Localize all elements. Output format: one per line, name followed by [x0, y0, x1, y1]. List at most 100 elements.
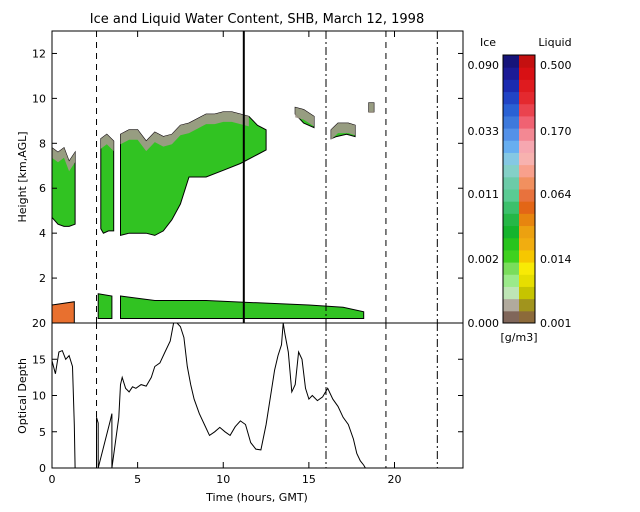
colorbar-ice-label: 0.011 — [468, 188, 500, 201]
colorbar-labels: 0.090 0.033 0.011 0.002 0.000 0.500 0.170 0.064… — [468, 59, 572, 330]
colorbar-liquid-cell — [519, 140, 535, 153]
colorbar-ice-cell — [503, 249, 519, 263]
x-tick-label: 20 — [388, 473, 402, 486]
colorbar-frame — [502, 54, 536, 324]
cloud-field-group — [51, 102, 375, 324]
ice-cloud-top — [295, 107, 314, 127]
x-tick-label: 5 — [134, 473, 141, 486]
ice-cloud-top — [331, 123, 356, 140]
colorbar-ice-scale — [503, 55, 519, 324]
colorbar-ice-cell — [503, 213, 519, 227]
colorbar-ice-label: 0.090 — [468, 59, 500, 72]
colorbar-ice-cell — [503, 201, 519, 214]
bottom-y-tick-label: 20 — [32, 317, 46, 330]
x-axis-label: Time (hours, GMT) — [205, 491, 308, 504]
x-tick-label: 10 — [216, 473, 230, 486]
colorbar-ice-label: 0.002 — [468, 253, 500, 266]
colorbar-ice-cell — [503, 79, 519, 93]
colorbar-ice-cell — [503, 128, 519, 141]
colorbar-ice-cell — [503, 115, 519, 129]
colorbar-liquid-cell — [519, 115, 535, 129]
x-tick-label: 0 — [49, 473, 56, 486]
colorbar-liquid-label: 0.170 — [540, 125, 572, 138]
top-y-axis-label: Height [km,AGL] — [16, 131, 29, 222]
top-y-tick-label: 4 — [39, 227, 46, 240]
colorbar-ice-cell — [503, 152, 519, 166]
top-y-axis: 2 4 6 8 10 12 — [32, 47, 463, 285]
top-y-tick-label: 2 — [39, 272, 46, 285]
bottom-y-axis-label: Optical Depth — [16, 358, 29, 434]
bottom-panel: 0 5 10 15 20 Optical Depth — [16, 317, 464, 475]
x-tick-label: 15 — [302, 473, 316, 486]
colorbar-liquid-cell — [519, 189, 535, 202]
colorbar-ice-cell — [503, 91, 519, 105]
colorbar-liquid-cell — [519, 152, 535, 166]
optical-depth-series — [51, 322, 366, 469]
colorbar-liquid-cell — [519, 55, 535, 68]
top-panel: 2 4 6 8 10 12 Height [km,AGL] — [16, 30, 464, 324]
liquid-cloud-layer — [51, 301, 75, 324]
colorbar-ice-cell — [503, 298, 519, 312]
colorbar: Ice Liquid 0.090 0.033 0.011 0.002 0.000 0.50… — [468, 36, 572, 344]
x-axis: 0 5 10 15 20 — [49, 31, 402, 486]
colorbar-liquid-cell — [519, 286, 535, 300]
colorbar-ice-cell — [503, 67, 519, 80]
time-marker-group — [96, 323, 438, 468]
colorbar-ice-cell — [503, 189, 519, 202]
colorbar-units: [g/m3] — [501, 331, 538, 344]
optical-depth-line — [51, 322, 366, 469]
colorbar-liquid-cell — [519, 262, 535, 275]
colorbar-ice-cell — [503, 225, 519, 239]
colorbar-liquid-cell — [519, 274, 535, 287]
top-y-tick-label: 12 — [32, 47, 46, 60]
colorbar-liquid-cell — [519, 298, 535, 312]
ice-cloud-layer — [100, 133, 115, 234]
colorbar-liquid-cell — [519, 237, 535, 251]
colorbar-ice-label: 0.033 — [468, 125, 500, 138]
top-y-tick-label: 8 — [39, 137, 46, 150]
colorbar-liquid-cell — [519, 91, 535, 105]
colorbar-liquid-header: Liquid — [538, 36, 571, 49]
top-y-tick-label: 6 — [39, 182, 46, 195]
colorbar-liquid-cell — [519, 79, 535, 93]
chart-title: Ice and Liquid Water Content, SHB, March… — [90, 12, 424, 27]
top-y-tick-label: 10 — [32, 92, 46, 105]
colorbar-ice-cell — [503, 274, 519, 287]
colorbar-ice-cell — [503, 55, 519, 68]
colorbar-liquid-label: 0.500 — [540, 59, 572, 72]
colorbar-liquid-cell — [519, 249, 535, 263]
ice-cloud-top — [120, 111, 249, 152]
bottom-y-tick-label: 0 — [39, 462, 46, 475]
colorbar-liquid-cell — [519, 164, 535, 178]
time-marker-group — [96, 31, 438, 323]
bottom-y-tick-label: 15 — [32, 353, 46, 366]
colorbar-ice-cell — [503, 237, 519, 251]
bottom-y-axis: 0 5 10 15 20 — [32, 317, 463, 475]
colorbar-ice-header: Ice — [480, 36, 496, 49]
colorbar-liquid-cell — [519, 213, 535, 227]
liquid-cloud-layer — [97, 293, 113, 319]
ice-cloud-top — [100, 134, 114, 152]
colorbar-liquid-cell — [519, 176, 535, 190]
ice-cloud-top — [52, 147, 76, 172]
colorbar-ice-cell — [503, 286, 519, 300]
colorbar-liquid-label: 0.014 — [540, 253, 572, 266]
colorbar-liquid-cell — [519, 225, 535, 239]
colorbar-ice-cell — [503, 164, 519, 178]
colorbar-ice-cell — [503, 140, 519, 153]
colorbar-liquid-cell — [519, 67, 535, 80]
colorbar-liquid-cell — [519, 128, 535, 141]
bottom-y-tick-label: 10 — [32, 390, 46, 403]
colorbar-liquid-cell — [519, 201, 535, 214]
bottom-y-tick-label: 5 — [39, 426, 46, 439]
colorbar-liquid-cell — [519, 103, 535, 117]
ice-cloud-top — [368, 102, 374, 113]
colorbar-liquid-cell — [519, 310, 535, 324]
colorbar-ice-cell — [503, 103, 519, 117]
colorbar-liquid-label: 0.064 — [540, 188, 572, 201]
colorbar-liquid-scale — [519, 55, 535, 324]
colorbar-ice-cell — [503, 310, 519, 324]
colorbar-ice-label: 0.000 — [468, 317, 500, 330]
colorbar-ice-cell — [503, 262, 519, 275]
